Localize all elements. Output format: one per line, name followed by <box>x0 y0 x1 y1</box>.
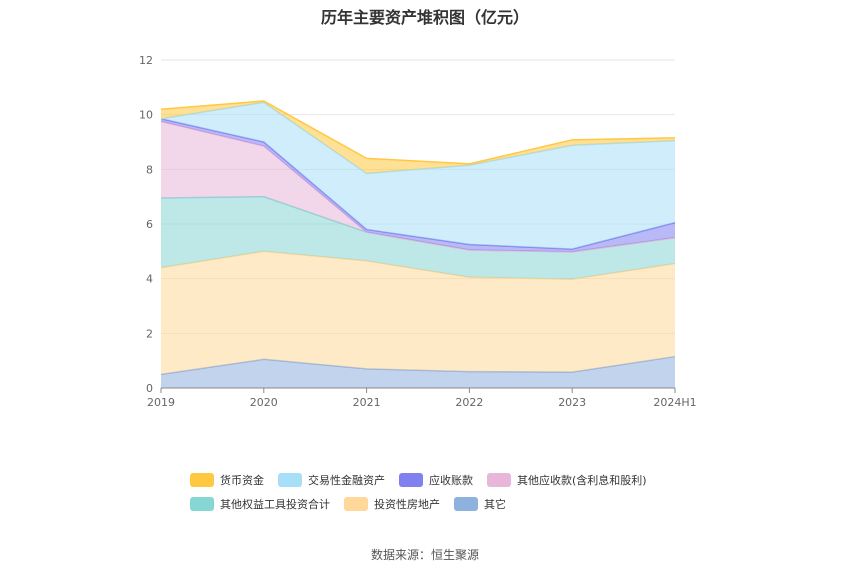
x-tick-label: 2019 <box>147 396 175 409</box>
area-line-应收账款 <box>160 118 676 250</box>
area-line-货币资金 <box>160 100 676 165</box>
legend-label: 其它 <box>484 498 506 511</box>
x-tick-label: 2022 <box>455 396 483 409</box>
x-tick-label: 2024H1 <box>653 396 696 409</box>
legend-row: 货币资金 交易性金融资产 应收账款 其他应收款(含利息和股利) <box>190 472 710 488</box>
legend-swatch <box>344 497 368 511</box>
area-交易性金融资产 <box>161 102 675 250</box>
x-tick-label: 2021 <box>353 396 381 409</box>
legend-label: 投资性房地产 <box>374 498 440 511</box>
area-货币资金 <box>161 101 675 174</box>
legend-swatch <box>190 473 214 487</box>
y-tick-label: 2 <box>146 327 153 340</box>
legend-item[interactable]: 其他应收款(含利息和股利) <box>487 472 647 488</box>
legend-item[interactable]: 投资性房地产 <box>344 496 440 512</box>
x-tick-label: 2023 <box>558 396 586 409</box>
legend-row: 其他权益工具投资合计 投资性房地产 其它 <box>190 496 710 512</box>
area-应收账款 <box>161 118 675 252</box>
axes: 0 2 4 6 8 10 12 2019 2020 2021 2022 2023 2024H1 <box>139 54 697 409</box>
legend-label: 其他权益工具投资合计 <box>220 498 330 511</box>
area-其它 <box>161 356 675 388</box>
legend-swatch <box>454 497 478 511</box>
legend: 货币资金 交易性金融资产 应收账款 其他应收款(含利息和股利) 其他权益工具投资合计 投资… <box>190 472 710 520</box>
y-tick-label: 4 <box>146 273 153 286</box>
y-tick-label: 6 <box>146 218 153 231</box>
y-tick-label: 12 <box>139 54 153 67</box>
data-source: 数据来源：恒生聚源 <box>370 548 479 562</box>
legend-swatch <box>190 497 214 511</box>
y-tick-label: 8 <box>146 163 153 176</box>
chart-title: 历年主要资产堆积图（亿元） <box>320 8 529 27</box>
x-tick-label: 2020 <box>250 396 278 409</box>
y-tick-label: 10 <box>139 109 153 122</box>
legend-label: 应收账款 <box>429 474 473 487</box>
legend-label: 其他应收款(含利息和股利) <box>517 474 647 487</box>
legend-item[interactable]: 交易性金融资产 <box>278 472 385 488</box>
legend-swatch <box>399 473 423 487</box>
y-tick-label: 0 <box>146 382 153 395</box>
area-series <box>160 100 676 388</box>
legend-swatch <box>487 473 511 487</box>
legend-swatch <box>278 473 302 487</box>
legend-item[interactable]: 货币资金 <box>190 472 264 488</box>
legend-item[interactable]: 其它 <box>454 496 506 512</box>
legend-item[interactable]: 其他权益工具投资合计 <box>190 496 330 512</box>
legend-label: 货币资金 <box>220 474 264 487</box>
area-其他权益工具投资合计 <box>161 196 675 280</box>
area-投资性房地产 <box>161 251 675 375</box>
legend-item[interactable]: 应收账款 <box>399 472 473 488</box>
legend-label: 交易性金融资产 <box>308 474 385 487</box>
